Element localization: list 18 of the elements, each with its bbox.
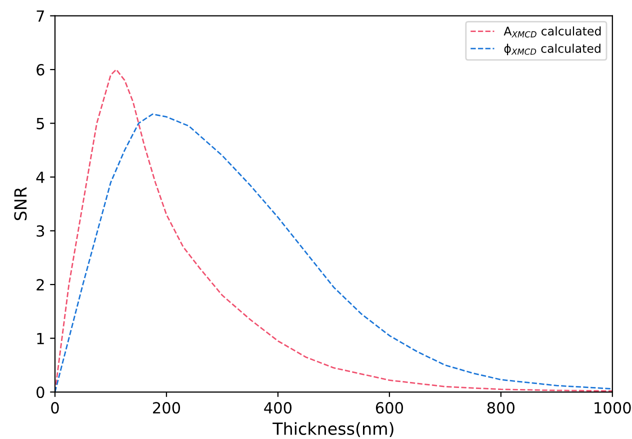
x-tick-label: 0 xyxy=(51,402,59,414)
y-tick-label: 0 xyxy=(36,386,44,398)
y-tick-label: 2 xyxy=(36,279,44,290)
y-tick-label: 1 xyxy=(37,332,44,344)
y-axis-title: SNR xyxy=(14,187,27,220)
y-tick-label: 6 xyxy=(36,64,44,76)
y-tick-label: 3 xyxy=(36,225,44,237)
x-tick-label: 600 xyxy=(376,402,404,414)
x-tick-label: 400 xyxy=(264,402,292,414)
y-tick-label: 7 xyxy=(36,10,44,22)
x-axis-title: Thickness(nm) xyxy=(272,422,394,437)
x-tick-label: 200 xyxy=(153,402,180,414)
x-tick-label: 1000 xyxy=(594,402,631,414)
legend-label: ϕ$_{XMCD}$ calculated xyxy=(504,44,600,56)
y-tick-label: 5 xyxy=(36,118,44,130)
y-tick-label: 4 xyxy=(36,172,44,183)
x-tick-label: 800 xyxy=(487,402,514,414)
legend-label: A$_{XMCD}$ calculated xyxy=(504,26,601,38)
